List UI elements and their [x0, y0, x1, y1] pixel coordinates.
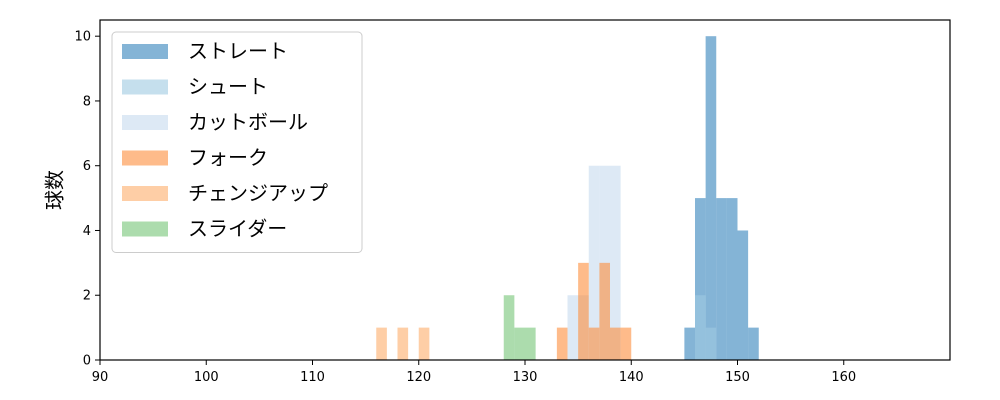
- y-tick-label-0: 0: [83, 354, 91, 369]
- legend-swatch-3: [122, 150, 168, 166]
- bar-3-1: [578, 262, 589, 360]
- bar-3-0: [556, 327, 568, 360]
- y-tick-label-5: 10: [74, 30, 91, 45]
- x-axis: 90 100 110 120 130 140 150 160: [92, 360, 856, 385]
- y-axis-label: 球数: [43, 170, 67, 210]
- y-tick-label-3: 6: [83, 159, 91, 174]
- x-tick-label-1: 100: [194, 370, 219, 385]
- bar-1-1: [705, 327, 717, 360]
- x-tick-label-0: 90: [92, 370, 109, 385]
- x-tick-label-4: 130: [513, 370, 538, 385]
- legend-label-1: シュート: [188, 75, 268, 99]
- bar-0-1: [695, 198, 706, 360]
- legend-swatch-0: [122, 44, 168, 59]
- y-tick-label-4: 8: [83, 94, 91, 109]
- bar-2-2: [588, 165, 600, 360]
- bar-0-2: [705, 36, 717, 360]
- legend-swatch-5: [122, 221, 168, 237]
- bar-0-3: [716, 198, 727, 360]
- bar-3-4: [610, 327, 621, 360]
- legend-label-0: ストレート: [188, 39, 288, 63]
- legend-frame: [111, 31, 363, 253]
- bar-2-0: [567, 295, 579, 360]
- bar-0-6: [748, 327, 759, 360]
- bar-0-0: [684, 327, 695, 360]
- x-tick-label-6: 150: [725, 370, 750, 385]
- legend-label-3: フォーク: [188, 146, 268, 170]
- legend-label-2: カットボール: [188, 110, 308, 134]
- legend-label-5: スライダー: [188, 217, 287, 241]
- bar-4-0: [376, 327, 387, 360]
- x-tick-label-5: 140: [619, 370, 644, 385]
- bar-0-5: [737, 230, 749, 360]
- bar-3-3: [599, 262, 610, 360]
- x-tick-label-2: 110: [300, 370, 325, 385]
- bar-1-0: [695, 295, 706, 360]
- bar-4-1: [397, 327, 409, 360]
- bar-0-4: [726, 198, 738, 360]
- y-tick-label-1: 2: [83, 289, 91, 304]
- bar-3-5: [620, 327, 632, 360]
- legend-label-4: チェンジアップ: [188, 181, 328, 205]
- bar-3-2: [588, 327, 600, 360]
- legend-swatch-1: [122, 79, 168, 95]
- bar-5-0: [503, 295, 515, 360]
- x-tick-label-3: 120: [406, 370, 431, 385]
- legend-swatch-2: [122, 115, 168, 130]
- legend-swatch-4: [122, 186, 168, 201]
- y-axis: 0 2 4 6 8 10: [74, 30, 100, 369]
- x-tick-label-7: 160: [831, 370, 856, 385]
- y-tick-label-2: 4: [83, 224, 91, 239]
- bar-2-4: [610, 165, 621, 360]
- bar-4-2: [418, 327, 430, 360]
- bars-layer: [376, 36, 759, 360]
- bar-5-1: [514, 327, 525, 360]
- bar-5-2: [525, 327, 536, 360]
